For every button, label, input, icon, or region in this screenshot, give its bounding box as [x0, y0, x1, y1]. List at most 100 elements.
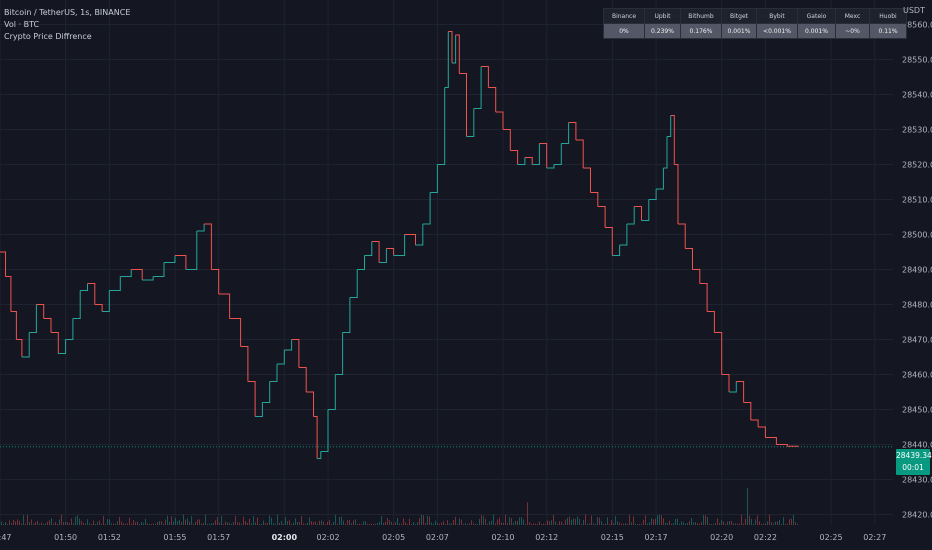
volume-bar	[551, 520, 552, 525]
volume-bar	[135, 522, 136, 525]
volume-bar	[601, 521, 602, 525]
volume-bar	[557, 523, 558, 525]
volume-bar	[465, 523, 466, 525]
volume-bar	[345, 523, 346, 525]
volume-bar	[503, 523, 504, 525]
price-step-segment	[444, 31, 449, 88]
volume-bar	[463, 523, 464, 525]
price-step-segment	[36, 304, 45, 319]
price-step-segment	[455, 34, 460, 74]
volume-bar	[741, 514, 742, 525]
volume-bar	[127, 523, 128, 525]
volume-bar	[787, 523, 788, 525]
price-step-segment	[634, 206, 642, 221]
price-step-segment	[568, 122, 577, 140]
volume-bar	[213, 523, 214, 525]
volume-bar	[9, 520, 10, 525]
volume-bar	[511, 518, 512, 525]
volume-bar	[99, 520, 100, 525]
volume-bar	[617, 521, 618, 525]
symbol-title[interactable]: Bitcoin / TetherUS, 1s, BINANCE	[4, 8, 131, 17]
volume-bar	[337, 523, 338, 525]
volume-bar	[695, 522, 696, 525]
volume-bar	[781, 523, 782, 525]
volume-bar	[505, 514, 506, 525]
price-tick-label: 28540.00	[902, 91, 932, 100]
volume-bar	[755, 519, 756, 525]
volume-bar	[433, 523, 434, 525]
volume-bar	[255, 522, 256, 525]
price-step-segment	[65, 318, 74, 340]
volume-bar	[375, 523, 376, 525]
volume-bar	[667, 522, 668, 525]
price-step-segment	[699, 283, 708, 312]
price-step-segment	[94, 304, 103, 312]
volume-bar	[85, 523, 86, 525]
time-tick-label: 01:55	[163, 533, 186, 542]
volume-bar	[541, 523, 542, 525]
price-step-segment	[284, 339, 293, 351]
price-step-segment	[437, 87, 446, 165]
volume-bar	[753, 523, 754, 525]
price-step-segment	[349, 269, 358, 298]
price-step-segment	[597, 206, 606, 228]
volume-bar	[543, 523, 544, 525]
price-step-segment	[357, 255, 365, 270]
volume-bar	[67, 521, 68, 525]
price-tick-label: 28430.00	[902, 476, 932, 485]
volume-bar	[707, 517, 708, 525]
volume-bar	[125, 523, 126, 525]
volume-bar	[779, 519, 780, 525]
price-step-segment	[120, 269, 132, 277]
volume-bar	[639, 523, 640, 525]
volume-bar	[273, 523, 274, 525]
volume-bar	[101, 523, 102, 525]
volume-bar	[351, 523, 352, 525]
volume-bar	[83, 522, 84, 525]
volume-bar	[499, 517, 500, 525]
volume-bar	[587, 523, 588, 525]
volume-bar	[485, 519, 486, 525]
volume-bar	[191, 516, 192, 525]
price-step-segment	[674, 164, 679, 224]
volume-legend[interactable]: Vol · BTC	[4, 20, 40, 29]
price-step-segment	[787, 445, 799, 447]
price-tick-label: 28470.00	[902, 336, 932, 345]
volume-bar	[295, 518, 296, 525]
price-axis[interactable]: 28420.00 28430.00 28440.00 28450.00 28460.00…	[902, 21, 932, 520]
exchange-header-mexc: Mexc	[835, 8, 870, 24]
volume-bar	[197, 519, 198, 525]
volume-bar	[335, 514, 336, 525]
volume-bar	[603, 523, 604, 525]
volume-bar	[745, 518, 746, 525]
volume-bar	[181, 522, 182, 525]
diff-bithumb: 0.176%	[680, 23, 722, 39]
volume-bar	[227, 522, 228, 525]
diff-gateio: 0.001%	[797, 23, 836, 39]
price-series	[0, 31, 799, 459]
price-tick-label: 28480.00	[902, 301, 932, 310]
volume-bar	[399, 523, 400, 525]
volume-bar	[651, 518, 652, 525]
time-axis[interactable]: 01:47 01:50 01:52 01:55 01:57 02:00 02:02 02:05…	[0, 533, 886, 542]
volume-bar	[363, 521, 364, 525]
time-tick-label: 02:12	[535, 533, 558, 542]
volume-bar	[89, 523, 90, 525]
volume-bar	[585, 514, 586, 525]
volume-bar	[703, 515, 704, 525]
bar-countdown: 00:01	[902, 463, 924, 472]
volume-bar	[289, 520, 290, 525]
volume-bar	[103, 515, 104, 525]
price-step-segment	[291, 339, 300, 368]
volume-bar	[425, 523, 426, 525]
indicator-legend[interactable]: Crypto Price Diffrence	[4, 32, 92, 41]
volume-bar	[607, 517, 608, 525]
price-step-segment	[5, 276, 12, 312]
volume-bar	[167, 515, 168, 525]
volume-bar	[483, 516, 484, 525]
volume-bar	[19, 520, 20, 525]
price-step-segment	[262, 381, 271, 403]
volume-bar	[581, 523, 582, 525]
volume-bar	[239, 522, 240, 525]
